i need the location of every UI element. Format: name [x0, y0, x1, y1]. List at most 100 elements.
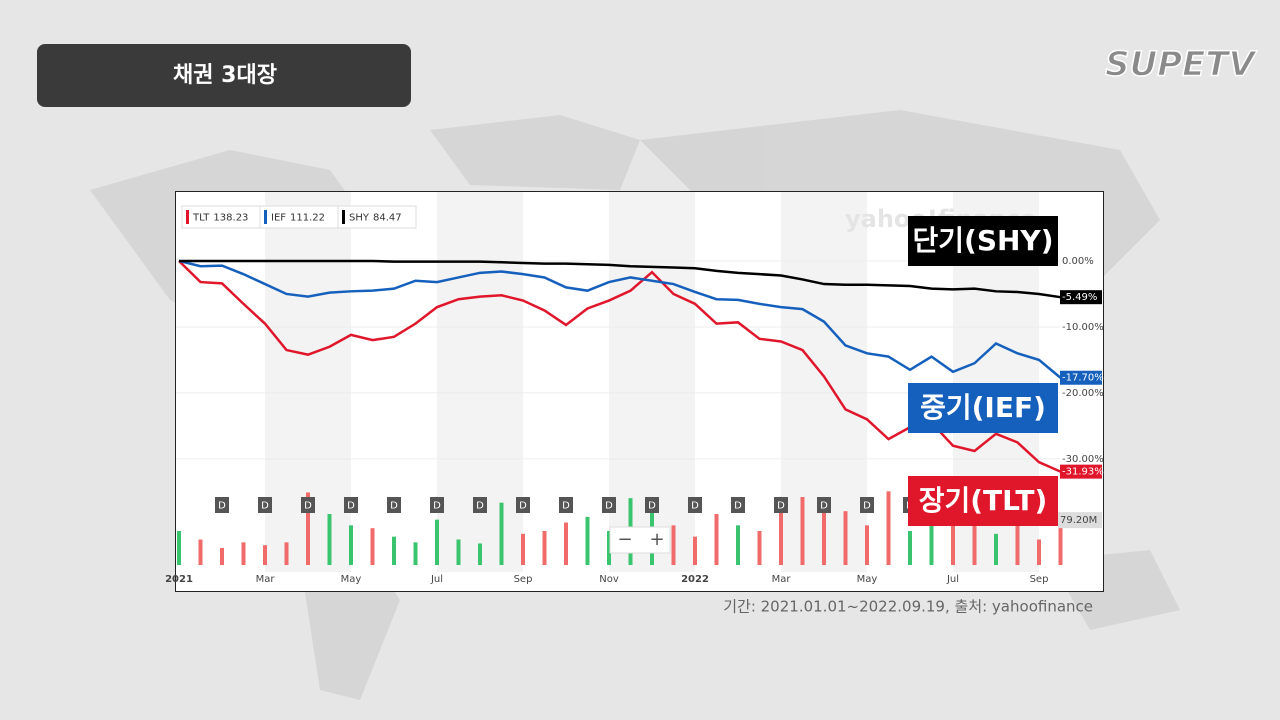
volume-bar — [908, 531, 912, 565]
dividend-marker — [516, 497, 530, 513]
legend-chip — [337, 205, 417, 229]
dividend-marker — [774, 497, 788, 513]
annotation-box — [908, 383, 1058, 433]
volume-bar — [714, 514, 719, 565]
volume-bar — [994, 533, 998, 565]
end-label-bg — [1060, 370, 1102, 385]
dividend-marker — [602, 497, 616, 513]
dividend-marker — [301, 497, 315, 513]
legend-swatch — [342, 210, 345, 224]
dividend-marker — [645, 497, 659, 513]
legend-name: IEF — [271, 213, 286, 224]
volume-tick-label: 79.20M — [1060, 515, 1097, 526]
dividend-marker — [688, 497, 702, 513]
annotation-box — [908, 216, 1058, 266]
volume-bar — [822, 499, 826, 565]
legend-price: 138.23 — [213, 213, 248, 224]
volume-bar — [177, 531, 181, 565]
volume-bar — [671, 525, 676, 565]
source-note: 기간: 2021.01.01~2022.09.19, 출처: yahoofina… — [723, 598, 1093, 616]
volume-bar — [456, 539, 461, 565]
dividend-label: D — [261, 501, 269, 512]
volume-bar — [284, 542, 289, 565]
y-tick-label: 0.00% — [1062, 256, 1094, 267]
volume-bar — [1058, 520, 1063, 565]
dividend-marker — [559, 497, 573, 513]
dividend-label: D — [347, 501, 355, 512]
series-line — [179, 259, 1061, 299]
volume-bar — [478, 543, 482, 565]
volume-bar — [564, 522, 568, 565]
x-tick-label: May — [341, 574, 362, 585]
volume-bar — [865, 525, 869, 565]
end-label: -31.93% — [1062, 467, 1104, 478]
volume-bar — [951, 511, 955, 565]
x-tick-label: May — [857, 574, 878, 585]
x-tick-label: 2021 — [165, 574, 193, 585]
dividend-label: D — [519, 501, 527, 512]
volume-bar — [779, 508, 783, 565]
dividend-label: D — [304, 501, 312, 512]
dividend-marker — [473, 497, 487, 513]
dividend-label: D — [691, 501, 699, 512]
end-label-bg — [1060, 464, 1102, 479]
dividend-label: D — [433, 501, 441, 512]
volume-bar — [693, 536, 697, 565]
volume-bar — [1037, 539, 1041, 565]
volume-bar — [1015, 519, 1020, 565]
dividend-label: D — [734, 501, 742, 512]
volume-tick-bg — [1058, 512, 1102, 529]
y-tick-label: -20.00% — [1062, 388, 1104, 399]
volume-bar — [349, 525, 353, 565]
dividend-marker — [258, 497, 272, 513]
y-tick-label: -30.00% — [1062, 454, 1104, 465]
legend-price: 84.47 — [373, 213, 402, 224]
slide-title: 채권 3대장 — [173, 63, 277, 88]
zoom-box[interactable] — [609, 526, 671, 554]
dividend-marker — [817, 497, 831, 513]
dividend-marker — [860, 497, 874, 513]
x-tick-label: Sep — [1030, 574, 1049, 585]
dividend-marker — [387, 497, 401, 513]
end-label-bg — [1060, 290, 1102, 305]
dividend-marker — [215, 497, 229, 513]
y-tick-label: -10.00% — [1062, 322, 1104, 333]
volume-bar — [241, 542, 246, 565]
zoom-out[interactable]: − — [617, 529, 632, 550]
dividend-marker — [430, 497, 444, 513]
dividend-marker — [731, 497, 745, 513]
volume-bar — [499, 502, 504, 565]
volume-bar — [413, 542, 418, 565]
legend-name: TLT — [192, 213, 210, 224]
volume-bar — [736, 525, 740, 565]
dividend-label: D — [390, 501, 398, 512]
volume-bar — [542, 531, 547, 565]
x-tick-label: Jul — [946, 574, 959, 585]
volume-bar — [521, 533, 525, 565]
title-box — [37, 44, 411, 107]
end-label: -17.70% — [1062, 373, 1104, 384]
volume-bar — [435, 519, 439, 565]
volume-bar — [327, 514, 332, 565]
dividend-label: D — [605, 501, 613, 512]
dividend-label: D — [476, 501, 484, 512]
x-tick-label: Mar — [772, 574, 792, 585]
legend-price: 111.22 — [290, 213, 325, 224]
dividend-label: D — [777, 501, 785, 512]
annotation: 단기(SHY) — [913, 224, 1054, 257]
volume-bar — [392, 536, 396, 565]
volume-bar — [800, 497, 805, 565]
shade-band — [437, 192, 523, 572]
volume-bar — [263, 545, 267, 565]
volume-bar — [220, 548, 224, 565]
x-tick-label: Jul — [430, 574, 443, 585]
legend-swatch — [264, 210, 267, 224]
dividend-marker — [344, 497, 358, 513]
volume-bar — [972, 525, 977, 565]
zoom-in[interactable]: + — [649, 529, 664, 550]
volume-bar — [585, 516, 590, 565]
dividend-label: D — [863, 501, 871, 512]
x-tick-label: Mar — [256, 574, 276, 585]
volume-bar — [843, 511, 848, 565]
